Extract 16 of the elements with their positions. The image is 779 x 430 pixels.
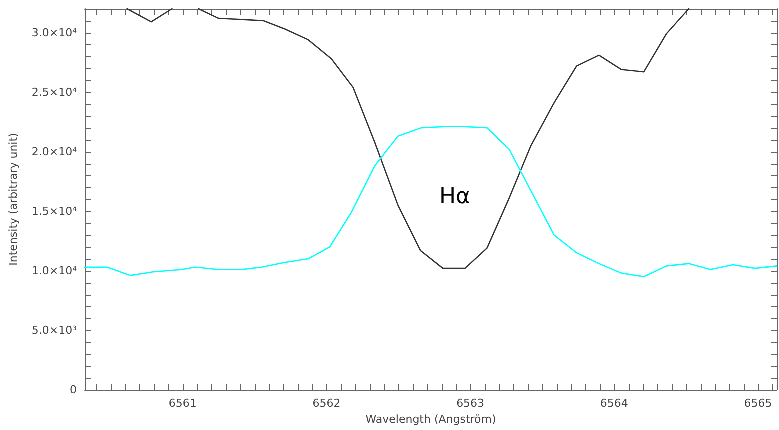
x-axis-title: Wavelength (Angström)	[366, 413, 496, 426]
y-tick-label: 1.5×10⁴	[32, 204, 78, 218]
x-tick-label: 6562	[312, 397, 341, 410]
y-tick-label: 5.0×10³	[32, 324, 77, 337]
y-tick-label: 0	[70, 384, 77, 396]
y-tick-label: 2.0×10⁴	[32, 145, 78, 158]
x-tick-label: 6565	[744, 397, 772, 410]
x-tick-label: 6561	[168, 397, 197, 410]
annotation: Hα	[439, 184, 471, 210]
x-tick-label: 6564	[600, 397, 628, 410]
x-tick-label: 6563	[456, 397, 485, 410]
line-series	[84, 126, 778, 278]
y-tick-label: 3.0×10⁴	[32, 26, 78, 40]
y-tick-label: 2.5×10⁴	[32, 86, 78, 99]
y-axis-title: Intensity (arbitrary unit)	[7, 133, 20, 266]
y-tick-label: 1.0×10⁴	[32, 264, 78, 278]
